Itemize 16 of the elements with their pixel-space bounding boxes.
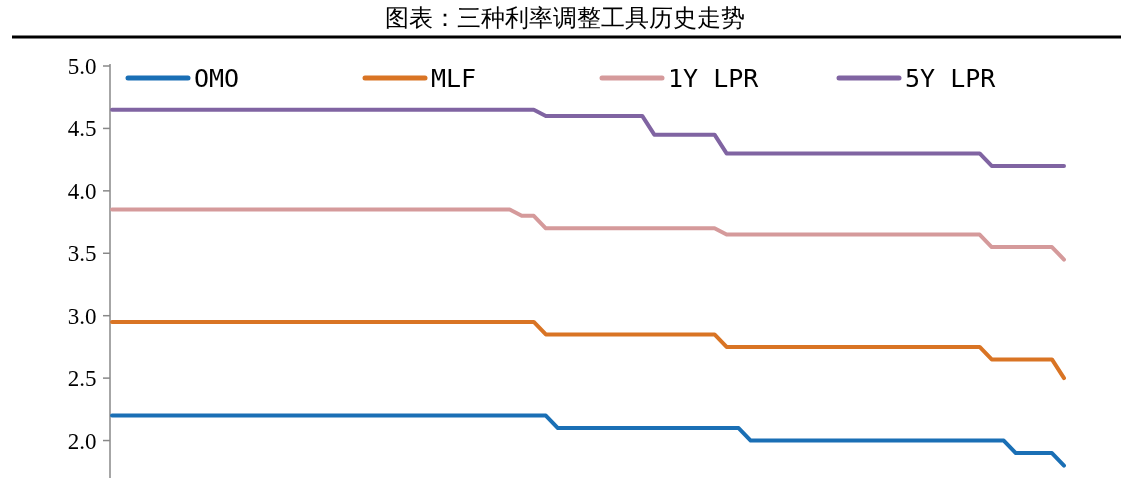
line-series bbox=[110, 107, 1066, 168]
chart-title: 图表：三种利率调整工具历史走势 bbox=[384, 5, 745, 31]
line-series bbox=[110, 207, 1066, 262]
y-tick-label: 4.5 bbox=[67, 116, 97, 142]
legend-label: 1Y LPR bbox=[668, 64, 760, 93]
line-series bbox=[110, 413, 1066, 468]
y-tick-label: 3.0 bbox=[67, 303, 97, 329]
legend-label: OMO bbox=[194, 64, 240, 93]
y-tick-label: 2.0 bbox=[67, 428, 97, 454]
y-tick-label: 5.0 bbox=[67, 54, 97, 79]
line-series bbox=[110, 319, 1066, 381]
legend-label: MLF bbox=[431, 64, 477, 93]
legend-label: 5Y LPR bbox=[905, 64, 997, 93]
y-tick-label: 4.0 bbox=[67, 178, 97, 204]
y-tick-label: 3.5 bbox=[67, 241, 97, 267]
y-tick-label: 2.5 bbox=[67, 366, 97, 392]
